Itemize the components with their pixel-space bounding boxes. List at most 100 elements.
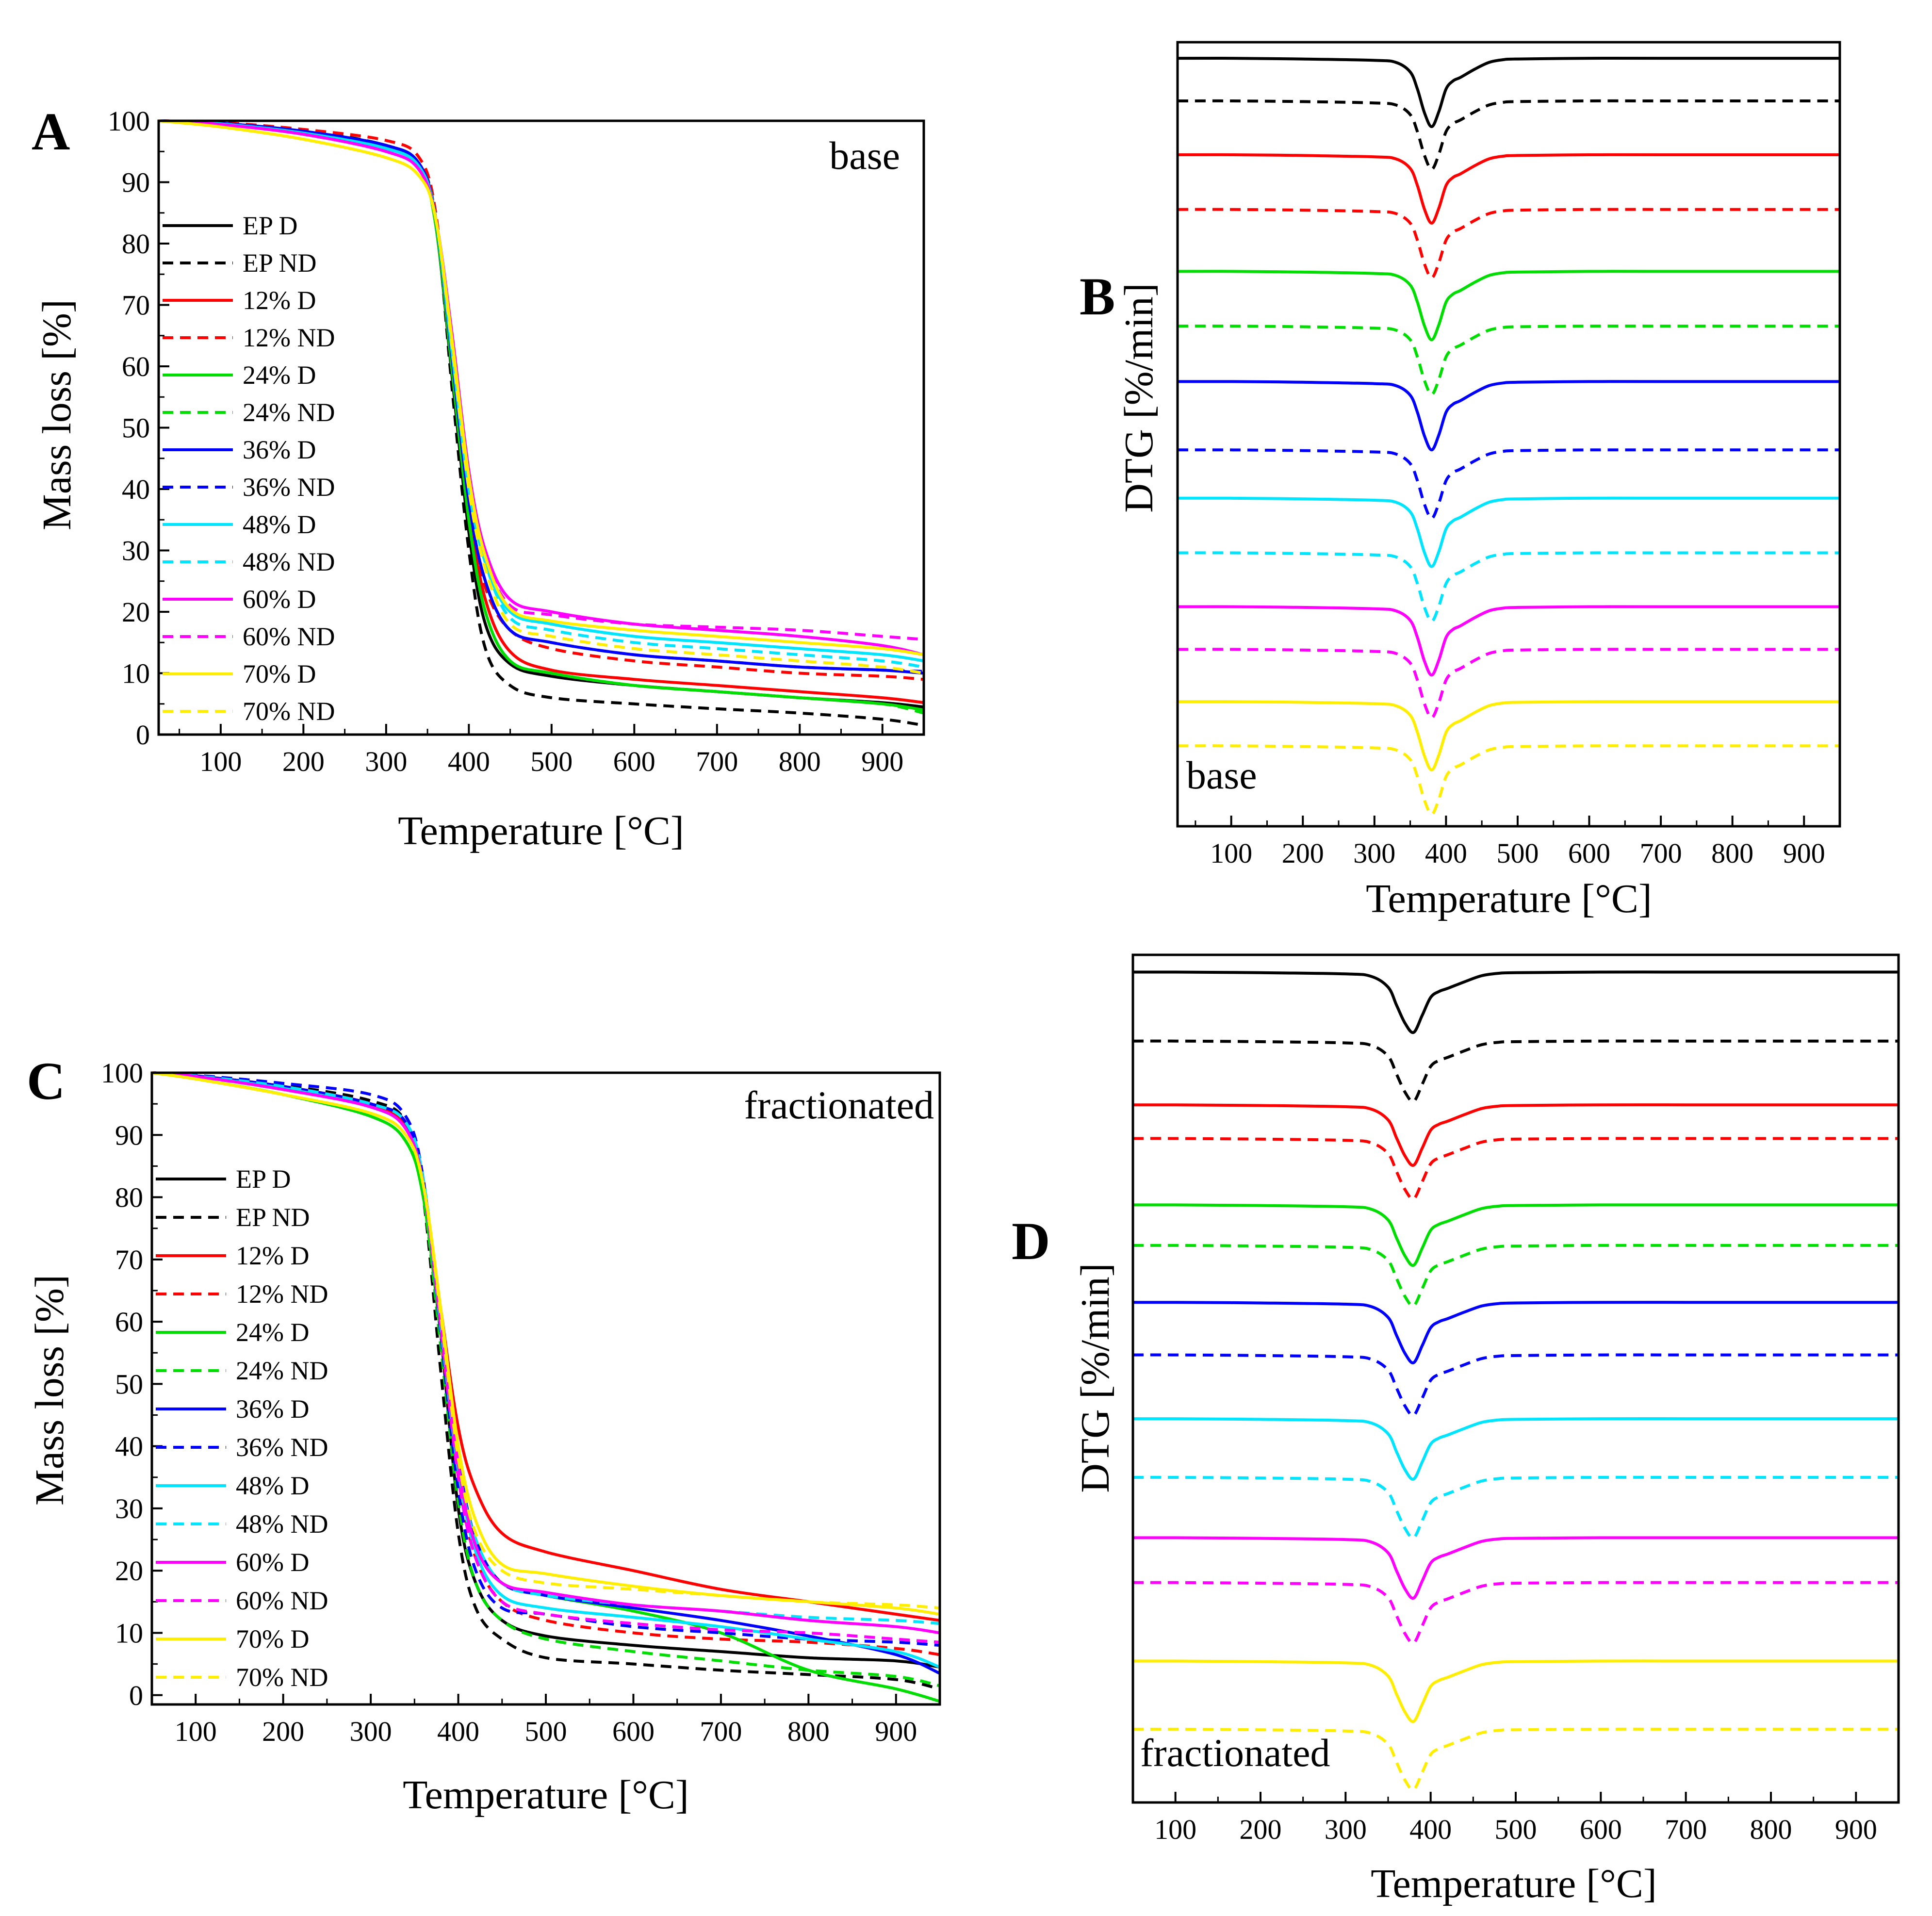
series-line-24pct-d	[1177, 270, 1840, 342]
x-axis-ticks: 100 200 300 400 500 600 700 800 900	[1195, 816, 1825, 869]
x-tick-label: 200	[1282, 837, 1324, 869]
series-line-70pct-nd	[1132, 1727, 1899, 1791]
series-line-ep-nd	[1177, 99, 1840, 171]
series-line-48pct-nd	[1177, 551, 1840, 623]
legend-label: 12% D	[243, 286, 316, 315]
legend-label: 48% ND	[236, 1509, 328, 1539]
y-axis-title: Mass loss [%]	[34, 299, 80, 530]
series-line-60pct-nd	[151, 1071, 940, 1644]
y-tick-label: 40	[122, 474, 150, 505]
series-line-24pct-nd	[158, 119, 924, 715]
x-tick-label: 800	[1711, 837, 1753, 869]
legend: EP D EP ND 12% D 12% ND 24% D 24% ND 36% D 36% …	[156, 1164, 328, 1692]
legend-label: 70% D	[243, 659, 316, 688]
series-line-48pct-d	[1177, 496, 1840, 568]
x-axis-ticks: 100 200 300 400 500 600 700 800 900	[1154, 1792, 1877, 1845]
series-line-60pct-d	[1177, 605, 1840, 677]
x-tick-label: 900	[1783, 837, 1825, 869]
legend-label: 36% D	[236, 1394, 309, 1424]
x-tick-label: 100	[175, 1716, 217, 1747]
x-tick-label: 900	[1835, 1814, 1877, 1845]
x-tick-label: 100	[1210, 837, 1252, 869]
legend-label: 24% D	[243, 360, 316, 390]
y-tick-label: 40	[115, 1431, 143, 1462]
x-axis-title: Temperature [°C]	[403, 1772, 689, 1818]
x-tick-label: 400	[437, 1716, 479, 1747]
y-tick-label: 100	[101, 1057, 143, 1089]
x-tick-label: 700	[1665, 1814, 1707, 1845]
panel-letter: A	[32, 102, 70, 161]
y-tick-label: 20	[115, 1555, 143, 1587]
y-tick-label: 0	[136, 719, 150, 751]
legend-label: 48% ND	[243, 547, 335, 576]
y-tick-label: 30	[122, 535, 150, 567]
x-tick-label: 900	[875, 1716, 917, 1747]
series-line-70pct-d	[158, 119, 924, 656]
panel-letter: D	[1012, 1212, 1050, 1271]
legend-label: 24% ND	[236, 1356, 328, 1385]
y-tick-label: 100	[108, 105, 150, 137]
legend-label: 60% ND	[243, 622, 335, 651]
series-line-12pct-d	[1177, 153, 1840, 225]
series-line-48pct-nd	[1132, 1475, 1899, 1539]
legend-label: 36% ND	[236, 1433, 328, 1462]
series-line-12pct-nd	[1132, 1137, 1899, 1201]
y-axis-title: Mass loss [%]	[27, 1275, 72, 1506]
y-tick-label: 10	[115, 1617, 143, 1649]
series-line-60pct-nd	[1132, 1581, 1899, 1645]
x-tick-label: 100	[1154, 1814, 1196, 1845]
panel-note: base	[1186, 753, 1257, 797]
series-line-60pct-nd	[1177, 648, 1840, 720]
x-tick-label: 900	[861, 746, 903, 777]
x-tick-label: 700	[696, 746, 738, 777]
x-tick-label: 500	[1496, 837, 1539, 869]
x-tick-label: 400	[1409, 1814, 1452, 1845]
series-line-24pct-nd	[1132, 1244, 1899, 1308]
series-line-36pct-nd	[1177, 448, 1840, 520]
x-tick-label: 200	[1240, 1814, 1282, 1845]
x-tick-label: 400	[448, 746, 490, 777]
x-tick-label: 200	[262, 1716, 304, 1747]
y-axis-ticks: 0 10 20 30 40 50 60 70 80 90 100	[108, 105, 169, 751]
panel-note: fractionated	[1140, 1731, 1330, 1775]
x-tick-label: 500	[530, 746, 573, 777]
x-tick-label: 500	[1495, 1814, 1537, 1845]
y-axis-ticks: 0 10 20 30 40 50 60 70 80 90 100	[101, 1057, 163, 1711]
legend-label: 70% ND	[236, 1663, 328, 1692]
panel-note: base	[829, 133, 900, 178]
y-tick-label: 60	[115, 1306, 143, 1338]
x-tick-label: 600	[1580, 1814, 1622, 1845]
x-tick-label: 100	[199, 746, 242, 777]
series-line-ep-d	[1132, 970, 1899, 1034]
series-line-70pct-d	[1177, 700, 1840, 771]
series-line-70pct-d	[151, 1071, 940, 1616]
x-tick-label: 300	[350, 1716, 392, 1747]
series-line-70pct-nd	[158, 119, 924, 675]
series-lines	[151, 1071, 941, 1703]
legend-label: 70% ND	[243, 697, 335, 726]
legend-label: 60% ND	[236, 1586, 328, 1615]
legend-label: 48% D	[243, 510, 316, 539]
legend-label: 60% D	[236, 1548, 309, 1577]
x-tick-label: 600	[613, 746, 655, 777]
legend-label: 36% ND	[243, 473, 335, 502]
y-axis-title: DTG [%/min]	[1116, 283, 1162, 513]
x-tick-label: 600	[612, 1716, 655, 1747]
plot-frame	[150, 1071, 941, 1706]
x-tick-label: 800	[787, 1716, 830, 1747]
x-axis-title: Temperature [°C]	[398, 808, 684, 853]
y-tick-label: 50	[115, 1368, 143, 1400]
legend-label: EP D	[243, 211, 298, 240]
x-tick-label: 700	[700, 1716, 742, 1747]
legend-label: 12% ND	[243, 323, 335, 352]
x-axis-title: Temperature [°C]	[1371, 1861, 1657, 1906]
y-tick-label: 90	[115, 1119, 143, 1151]
panel-letter: B	[1080, 267, 1115, 326]
chart-panel-d: 100 200 300 400 500 600 700 800 900 Dfractionated…	[1012, 953, 1900, 1906]
series-line-36pct-d	[158, 119, 924, 675]
x-tick-label: 200	[282, 746, 325, 777]
series-lines	[1132, 970, 1899, 1791]
